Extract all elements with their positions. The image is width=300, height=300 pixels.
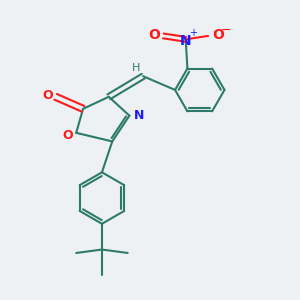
Text: O: O xyxy=(62,129,73,142)
Text: O: O xyxy=(43,88,53,102)
Text: −: − xyxy=(220,24,231,37)
Text: O: O xyxy=(212,28,224,42)
Text: N: N xyxy=(180,34,191,48)
Text: N: N xyxy=(134,109,144,122)
Text: +: + xyxy=(189,28,196,38)
Text: H: H xyxy=(131,63,140,73)
Text: O: O xyxy=(148,28,160,42)
